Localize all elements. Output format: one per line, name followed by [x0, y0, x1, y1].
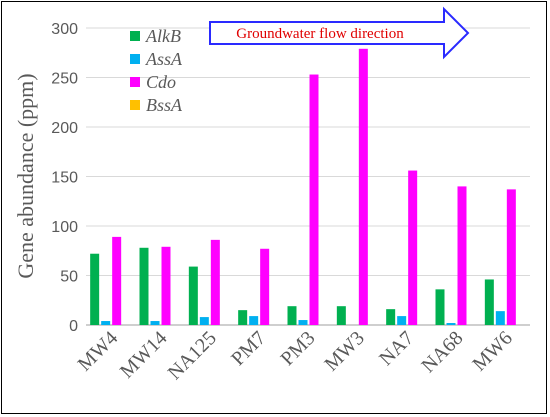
x-tick-label: NA7 [375, 327, 418, 370]
bar-cdo-mw6 [506, 189, 516, 325]
y-tick-label: 0 [69, 318, 78, 335]
x-tick-label: MW6 [468, 327, 517, 376]
flow-direction-label: Groundwater flow direction [236, 26, 404, 42]
legend-swatch-assa [130, 54, 140, 64]
legend-swatch-alkb [130, 31, 140, 41]
bar-alkb-pm7 [238, 310, 248, 325]
legend-label-assa: AssA [145, 49, 183, 69]
bar-cdo-mw3 [358, 48, 368, 325]
bar-assa-pm7 [249, 316, 259, 325]
x-tick-label: PM7 [227, 327, 270, 370]
y-axis-label: Gene abundance (ppm) [13, 73, 38, 278]
bar-alkb-na68 [435, 289, 445, 325]
x-tick-label: NA125 [164, 327, 221, 384]
y-tick-label: 100 [51, 219, 78, 236]
bar-alkb-mw3 [336, 306, 346, 325]
x-tick-label: MW3 [320, 327, 369, 376]
x-tick-label: PM3 [276, 327, 319, 370]
y-tick-label: 300 [51, 21, 78, 38]
y-tick-label: 150 [51, 170, 78, 187]
bar-cdo-mw14 [161, 246, 171, 325]
legend-label-bssa: BssA [146, 95, 183, 115]
bars [90, 48, 516, 325]
bar-alkb-na7 [386, 309, 396, 325]
bar-assa-pm3 [298, 320, 308, 325]
arrow-shape [209, 6, 470, 60]
bar-alkb-pm3 [287, 306, 297, 325]
legend: AlkB AssA Cdo BssA [130, 26, 183, 115]
bar-cdo-na68 [457, 186, 467, 325]
y-tick-label: 200 [51, 120, 78, 137]
legend-swatch-cdo [130, 77, 140, 87]
bar-cdo-pm7 [260, 248, 270, 325]
x-tick-label: NA68 [417, 327, 467, 377]
legend-label-cdo: Cdo [146, 72, 176, 92]
bar-assa-mw14 [150, 321, 160, 325]
legend-label-alkb: AlkB [145, 26, 181, 46]
bar-cdo-mw4 [112, 236, 122, 325]
y-tick-label: 250 [51, 71, 78, 88]
x-tick-label: MW14 [116, 327, 172, 383]
bar-alkb-mw6 [484, 279, 494, 325]
bar-alkb-mw14 [139, 247, 149, 325]
legend-swatch-bssa [130, 100, 140, 110]
bar-assa-mw6 [495, 311, 505, 325]
y-axis-ticks: 0 50 100 150 200 250 300 [51, 21, 78, 335]
bar-assa-na68 [446, 323, 456, 325]
y-tick-label: 50 [60, 269, 78, 286]
bar-assa-na7 [397, 316, 407, 325]
bar-assa-na125 [199, 317, 209, 325]
bar-cdo-na7 [408, 170, 418, 325]
bar-alkb-na125 [188, 266, 198, 325]
bar-cdo-na125 [210, 239, 220, 325]
bar-cdo-pm3 [309, 74, 319, 325]
bar-assa-mw4 [101, 321, 111, 325]
x-tick-label: MW4 [74, 327, 123, 376]
bar-alkb-mw4 [90, 253, 100, 325]
flow-direction-arrow: Groundwater flow direction [209, 6, 470, 60]
